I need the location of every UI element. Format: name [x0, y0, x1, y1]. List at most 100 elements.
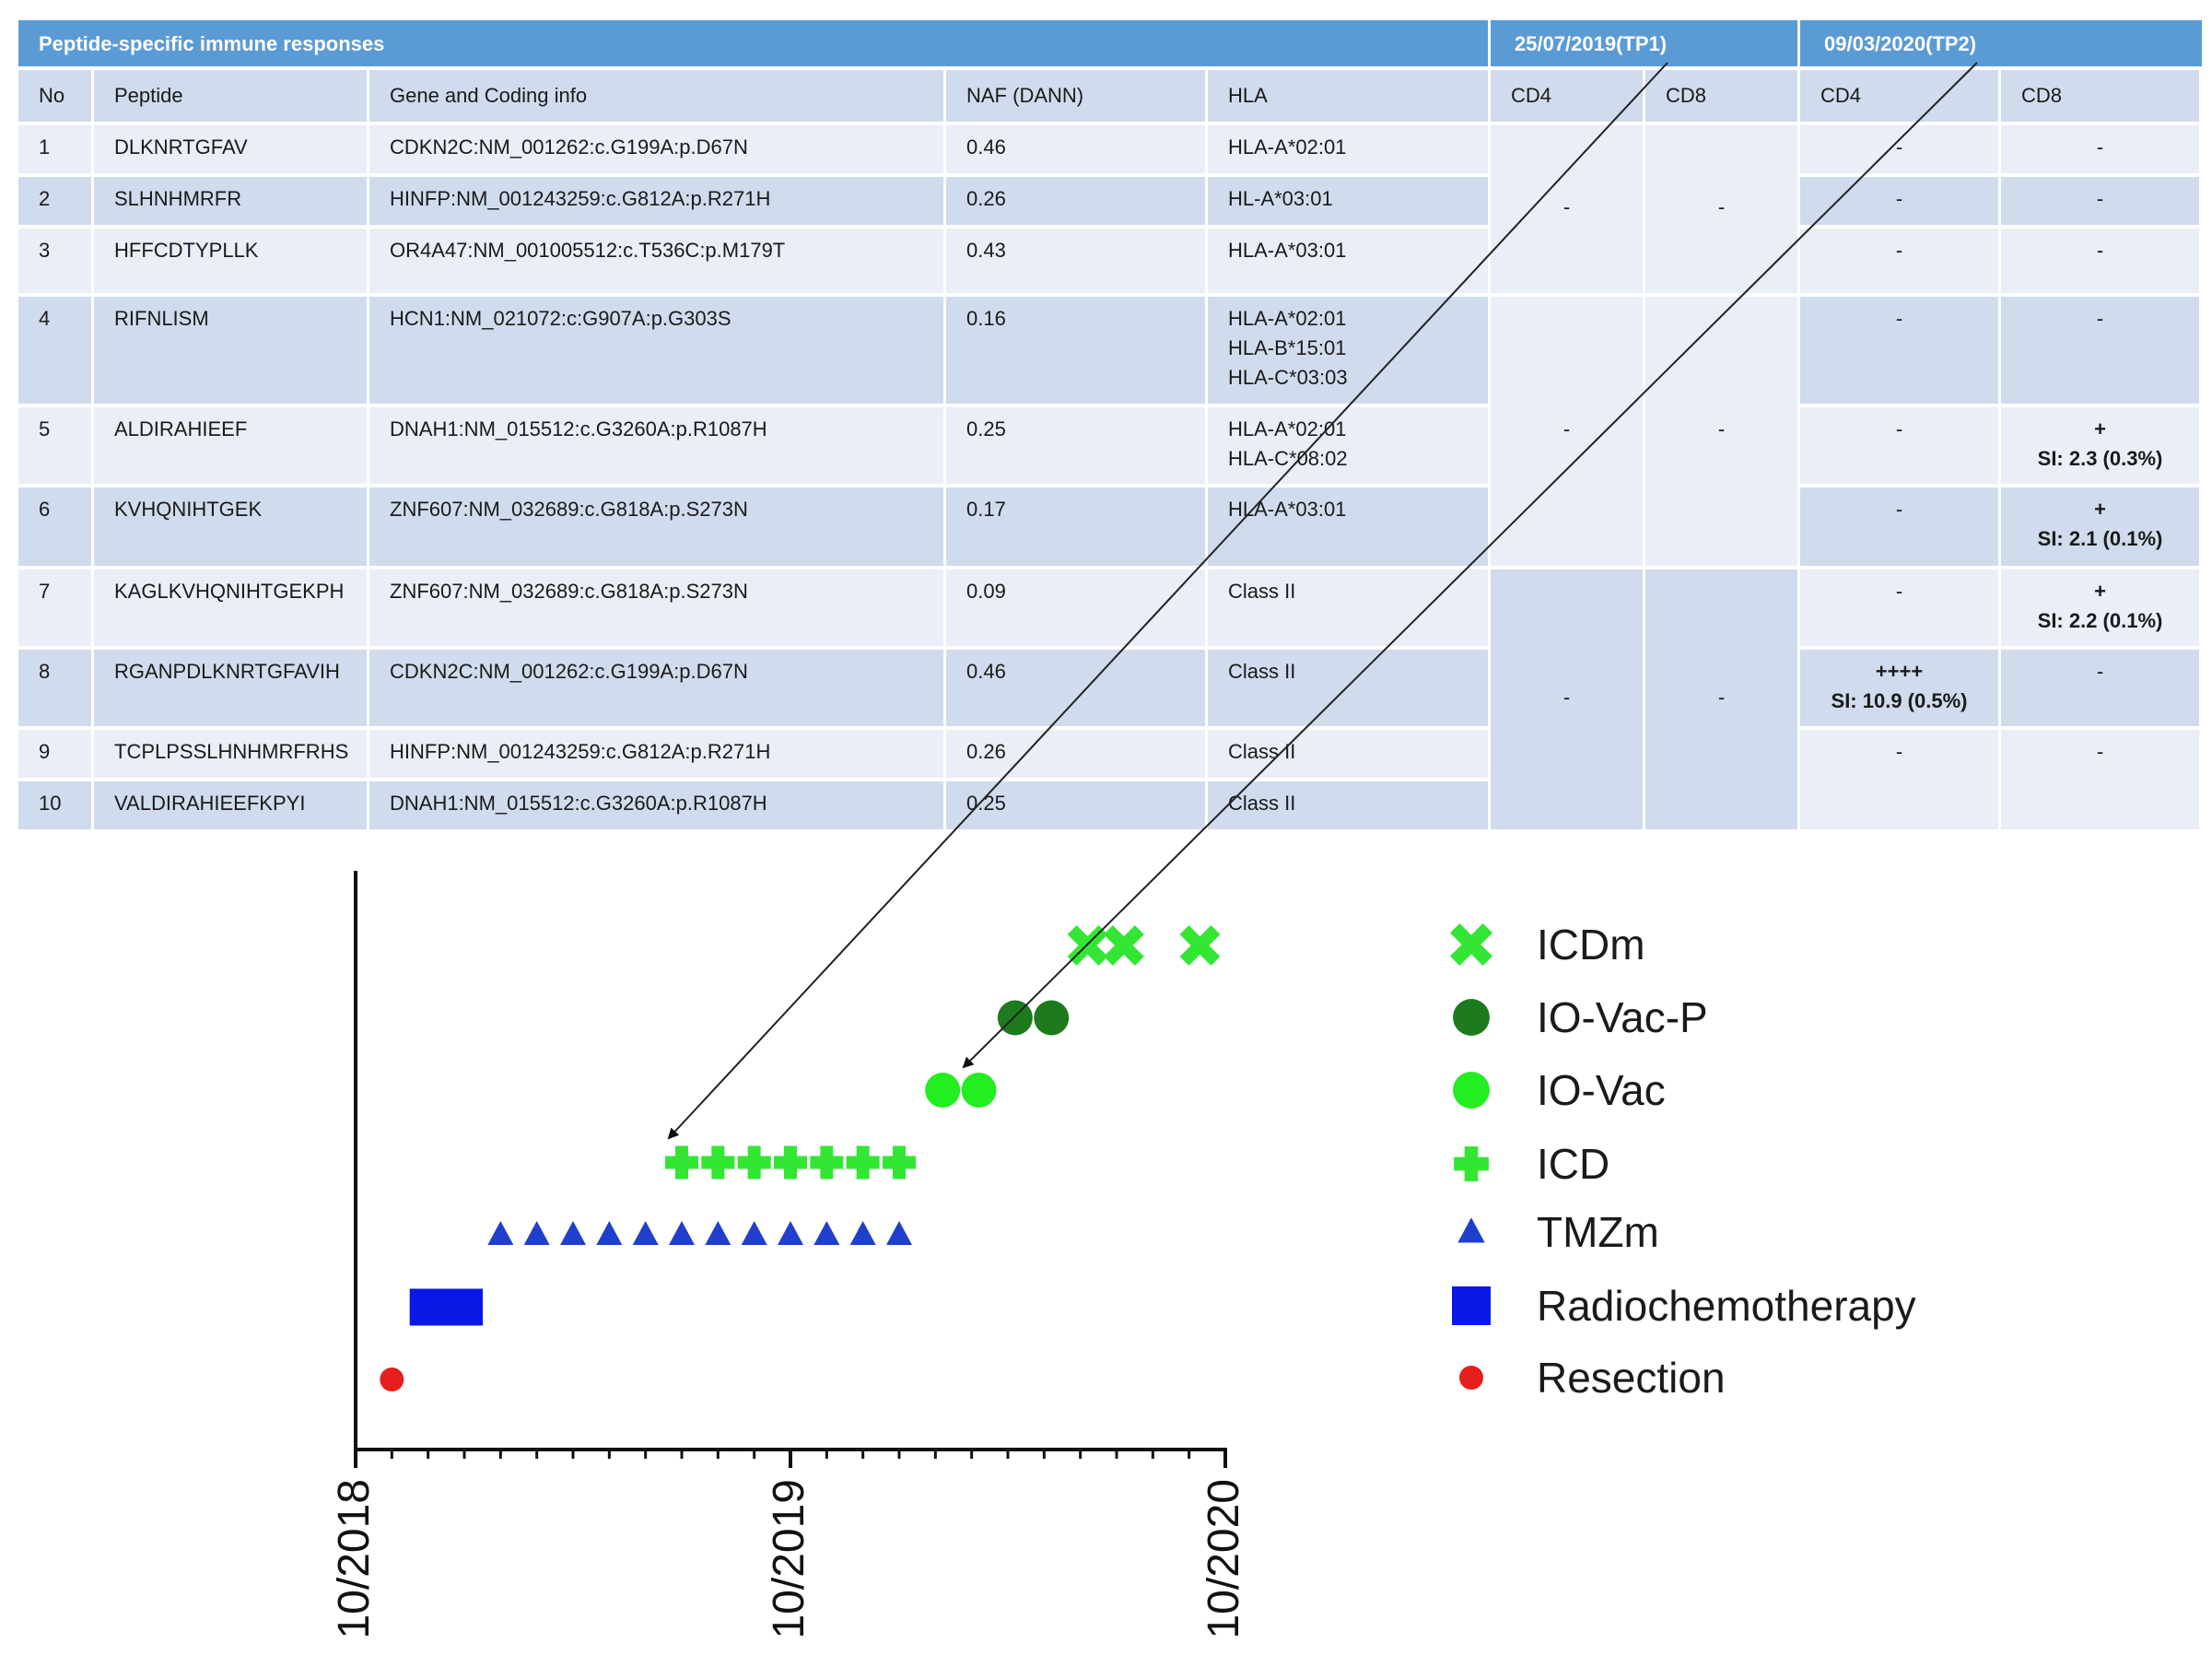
legend-marker-io-vac — [1453, 1072, 1490, 1109]
col-peptide: Peptide — [94, 70, 367, 122]
row-5-tp2-cd4: - — [1800, 407, 1998, 484]
row-3-hla: HLA-A*03:01 — [1208, 229, 1488, 293]
row-8-hla: Class II — [1208, 650, 1488, 726]
x-tick-label-2: 10/2020 — [1200, 1479, 1248, 1639]
point-tmzm-8 — [741, 1221, 767, 1245]
tp2-arrow — [962, 62, 1978, 1069]
point-tmzm-7 — [705, 1221, 731, 1245]
col-naf: NAF (DANN) — [946, 70, 1205, 122]
row-4-gene: HCN1:NM_021072:c:G907A:p.G303S — [369, 297, 943, 404]
point-tmzm-9 — [778, 1221, 803, 1245]
row-4-naf: 0.16 — [946, 297, 1205, 404]
tp1-cd4-group-1: - — [1491, 125, 1643, 293]
row-9-tp2-cd8: - — [2001, 730, 2199, 829]
row-5-peptide: ALDIRAHIEEF — [94, 407, 367, 484]
immune-response-table: Peptide-specific immune responses 25/07/2… — [18, 20, 2202, 833]
point-icd-7 — [883, 1145, 916, 1180]
row-6-tp2-cd4: - — [1800, 487, 1998, 566]
tp1-cd8-group-3: - — [1645, 569, 1797, 829]
legend-marker-radiochemotherapy — [1452, 1286, 1491, 1325]
row-5-naf: 0.25 — [946, 407, 1205, 484]
row-3-naf: 0.43 — [946, 229, 1205, 293]
x-tick-label-1: 10/2019 — [765, 1479, 813, 1639]
point-tmzm-10 — [813, 1221, 840, 1245]
row-1-tp2-cd4: - — [1800, 125, 1998, 173]
tp1-header: 25/07/2019(TP1) — [1491, 20, 1797, 66]
row-2-tp2-cd8: - — [2001, 177, 2199, 225]
point-radiochemotherapy-2 — [446, 1288, 483, 1326]
row-1-gene: CDKN2C:NM_001262:c.G199A:p.D67N — [369, 125, 943, 173]
point-radiochemotherapy-1 — [409, 1288, 447, 1326]
row-9-peptide: TCPLPSSLHNHMRFRHS — [94, 730, 367, 778]
x-tick-label-0: 10/2018 — [330, 1479, 379, 1639]
col-tp2-cd4: CD4 — [1800, 70, 1998, 122]
row-1-tp2-cd8: - — [2001, 125, 2199, 173]
row-4-no: 4 — [18, 297, 91, 404]
row-2-no: 2 — [18, 177, 91, 225]
row-6-naf: 0.17 — [946, 487, 1205, 566]
legend-marker-resection — [1459, 1366, 1483, 1390]
row-7-no: 7 — [18, 569, 91, 646]
row-9-tp2-cd4: - — [1800, 730, 1998, 829]
legend-label-icdm: ICDm — [1537, 921, 1645, 969]
point-tmzm-11 — [849, 1221, 876, 1245]
row-8-gene: CDKN2C:NM_001262:c.G199A:p.D67N — [369, 650, 943, 726]
row-8-naf: 0.46 — [946, 650, 1205, 726]
row-1-naf: 0.46 — [946, 125, 1205, 173]
row-3-gene: OR4A47:NM_001005512:c.T536C:p.M179T — [369, 229, 943, 293]
row-3-peptide: HFFCDTYPLLK — [94, 229, 367, 293]
point-icd-3 — [737, 1145, 771, 1180]
row-2-peptide: SLHNHMRFR — [94, 177, 367, 225]
point-io-vac-p-1 — [997, 1000, 1033, 1036]
row-9-no: 9 — [18, 730, 91, 778]
point-tmzm-6 — [669, 1221, 695, 1245]
col-tp2-cd8: CD8 — [2001, 70, 2199, 122]
row-1-hla: HLA-A*02:01 — [1208, 125, 1488, 173]
row-10-naf: 0.25 — [946, 781, 1205, 829]
legend-label-icd: ICD — [1537, 1140, 1609, 1188]
legend-marker-io-vac-p — [1453, 999, 1490, 1036]
row-1-peptide: DLKNRTGFAV — [94, 125, 367, 173]
tp2-header: 09/03/2020(TP2) — [1800, 20, 2202, 66]
row-8-peptide: RGANPDLKNRTGFAVIH — [94, 650, 367, 726]
row-8-tp2-cd4: ++++ SI: 10.9 (0.5%) — [1800, 650, 1998, 726]
row-7-tp2-cd4: - — [1800, 569, 1998, 646]
legend-label-radiochemotherapy: Radiochemotherapy — [1537, 1282, 1916, 1330]
row-6-no: 6 — [18, 487, 91, 566]
row-5-no: 5 — [18, 407, 91, 484]
point-io-vac-2 — [961, 1073, 997, 1108]
point-icd-6 — [846, 1145, 880, 1180]
row-3-tp2-cd4: - — [1800, 229, 1998, 293]
row-4-peptide: RIFNLISM — [94, 297, 367, 404]
tp1-arrow — [667, 62, 1668, 1140]
row-9-naf: 0.26 — [946, 730, 1205, 778]
table-title: Peptide-specific immune responses — [18, 20, 1488, 66]
row-6-peptide: KVHQNIHTGEK — [94, 487, 367, 566]
legend-label-resection: Resection — [1537, 1354, 1726, 1402]
point-icdm-3 — [1179, 925, 1221, 966]
tp1-cd8-group-2: - — [1645, 297, 1797, 566]
row-3-tp2-cd8: - — [2001, 229, 2199, 293]
row-7-peptide: KAGLKVHQNIHTGEKPH — [94, 569, 367, 646]
row-2-hla: HL-A*03:01 — [1208, 177, 1488, 225]
row-8-no: 8 — [18, 650, 91, 726]
point-resection-1 — [380, 1368, 404, 1391]
point-tmzm-3 — [560, 1221, 586, 1245]
point-tmzm-5 — [632, 1221, 659, 1245]
point-tmzm-12 — [886, 1221, 912, 1245]
row-4-hla: HLA-A*02:01 HLA-B*15:01 HLA-C*03:03 — [1208, 297, 1488, 404]
legend-label-tmzm: TMZm — [1537, 1208, 1659, 1256]
point-icd-1 — [665, 1145, 698, 1180]
row-7-tp2-cd8: + SI: 2.2 (0.1%) — [2001, 569, 2199, 646]
row-10-no: 10 — [18, 781, 91, 829]
row-3-no: 3 — [18, 229, 91, 293]
row-10-peptide: VALDIRAHIEEFKPYI — [94, 781, 367, 829]
row-2-naf: 0.26 — [946, 177, 1205, 225]
point-icdm-2 — [1103, 925, 1144, 966]
tp1-cd4-group-3: - — [1491, 569, 1643, 829]
legend-marker-icd — [1454, 1146, 1489, 1181]
row-10-gene: DNAH1:NM_015512:c.G3260A:p.R1087H — [369, 781, 943, 829]
col-tp1-cd4: CD4 — [1491, 70, 1643, 122]
legend-label-io-vac-p: IO-Vac-P — [1537, 993, 1708, 1041]
